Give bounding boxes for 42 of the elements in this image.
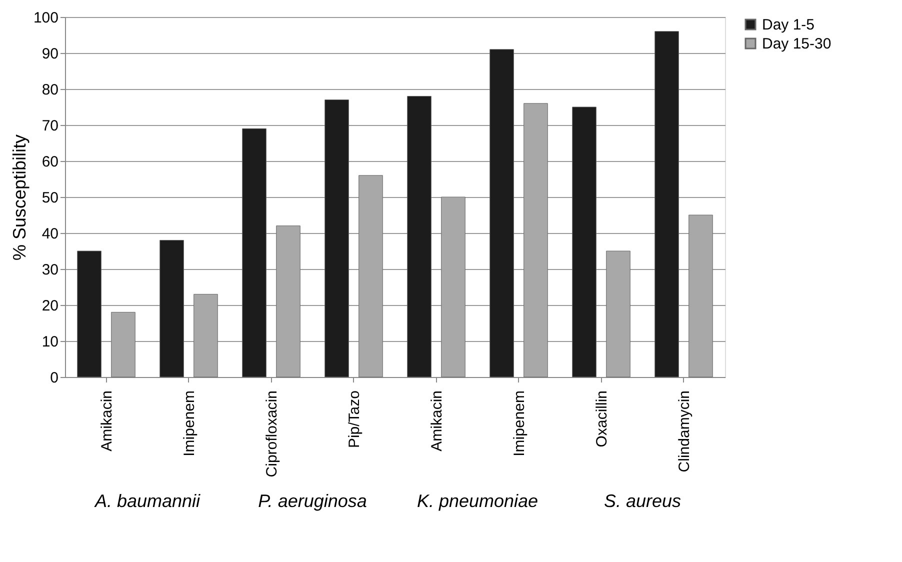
x-tick-label: Amikacin <box>428 390 446 452</box>
text: S. aureus <box>604 491 682 511</box>
text: P. aeruginosa <box>258 491 367 511</box>
bar <box>358 175 383 378</box>
bar <box>524 103 548 378</box>
x-tick-label: Ciprofloxacin <box>263 390 280 478</box>
x-tick-label: Imipenem <box>510 390 528 456</box>
y-tick-label: 0 <box>50 370 58 386</box>
y-tick-label: 100 <box>33 10 58 26</box>
bar <box>407 96 432 378</box>
bar <box>324 100 349 378</box>
bar <box>242 128 266 378</box>
bar <box>654 31 679 378</box>
y-tick-label: 80 <box>42 82 58 98</box>
y-tick-label: 40 <box>42 226 58 242</box>
legend-label: Day 15-30 <box>762 36 832 52</box>
y-tick-label: 60 <box>42 154 58 170</box>
x-tick-label: Oxacillin <box>593 390 610 448</box>
y-axis-title: % Susceptibility <box>9 134 30 261</box>
text: A. baumannii <box>94 491 202 511</box>
bar <box>111 312 136 378</box>
bar <box>572 106 596 378</box>
x-tick-label: Amikacin <box>98 390 116 452</box>
y-tick-label: 10 <box>42 334 58 350</box>
text: K. pneumoniae <box>416 491 538 511</box>
x-tick-label: Pip/Tazo <box>346 390 363 448</box>
bar <box>490 49 514 378</box>
x-tick-label: Clindamycin <box>676 390 693 472</box>
bar <box>194 294 218 378</box>
bar <box>688 214 713 378</box>
y-tick-label: 30 <box>42 262 58 278</box>
bar <box>77 250 102 378</box>
legend-label: Day 1-5 <box>762 16 815 34</box>
y-tick-label: 50 <box>42 190 58 206</box>
bar <box>160 240 184 378</box>
bar <box>276 226 300 378</box>
y-tick-label: 20 <box>42 298 58 314</box>
bar <box>606 250 630 378</box>
y-tick-label: 90 <box>42 46 58 62</box>
bar <box>441 196 466 378</box>
y-tick-label: 70 <box>42 118 58 134</box>
x-tick-label: Imipenem <box>180 390 198 456</box>
